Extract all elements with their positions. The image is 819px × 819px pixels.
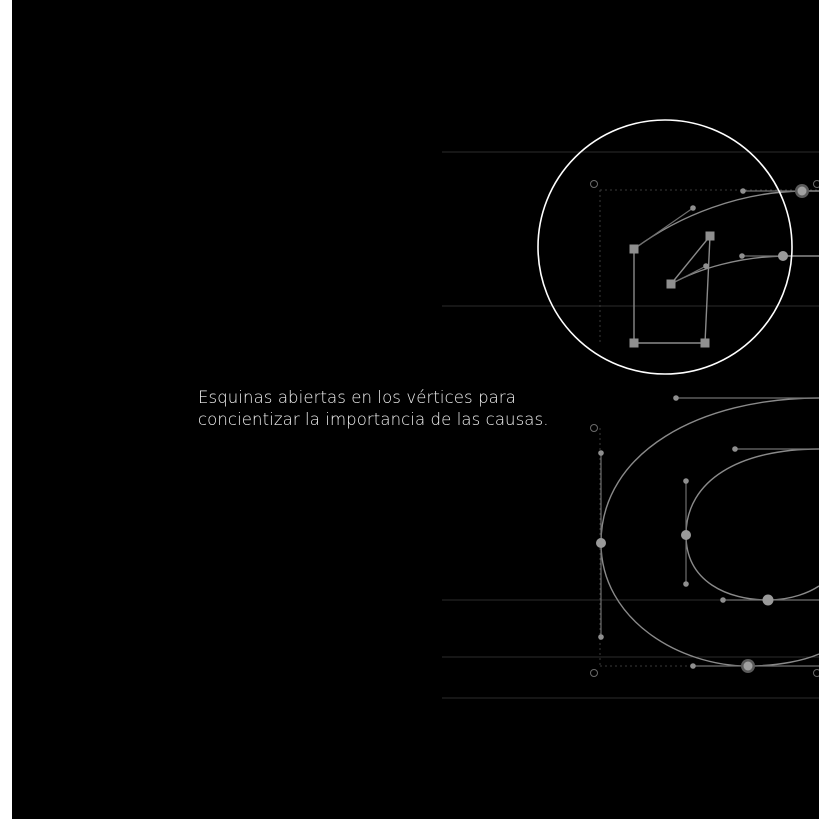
caption-line-2: concientizar la importancia de las causa… [198, 410, 549, 429]
anchor-point [681, 530, 691, 540]
zoom-callout-circle [537, 119, 793, 375]
anchor-point [762, 594, 774, 606]
bowl-anchor-points [596, 530, 774, 673]
handle-point [690, 663, 696, 669]
terminal-corner-points [629, 231, 715, 348]
terminal-handles [633, 190, 802, 285]
inner-counter-curve [685, 448, 819, 601]
handle-line [633, 207, 694, 250]
corner-marker [590, 424, 598, 432]
handle-point [683, 581, 689, 587]
handle-point [720, 597, 726, 603]
terminal-outline [633, 190, 819, 344]
caption-line-1: Esquinas abiertas en los vértices para [198, 388, 516, 407]
handle-line [670, 265, 707, 285]
handle-point [703, 263, 709, 269]
anchor-point [743, 661, 753, 671]
corner-markers [590, 180, 819, 677]
terminal-anchor-points [778, 184, 809, 261]
corner-marker [590, 669, 598, 677]
anchor-point [596, 538, 606, 548]
bowl-handle-points [598, 395, 738, 669]
handle-point [690, 205, 696, 211]
caption-text: Esquinas abiertas en los vértices para c… [198, 387, 549, 431]
handle-point [740, 188, 746, 194]
handle-point [673, 395, 679, 401]
anchor-point [778, 251, 788, 261]
bounding-guides [599, 189, 819, 667]
terminal-stem [633, 233, 711, 344]
outer-bowl [600, 397, 819, 667]
handle-point [739, 253, 745, 259]
corner-point [629, 338, 639, 348]
terminal-inner-curve [670, 255, 819, 285]
corner-point [666, 279, 676, 289]
inner-counter [685, 448, 819, 601]
handle-point [598, 634, 604, 640]
outer-bowl-curve [600, 397, 819, 667]
handle-point [683, 478, 689, 484]
artboard: Esquinas abiertas en los vértices para c… [12, 0, 819, 819]
corner-marker [813, 180, 819, 188]
corner-point [629, 244, 639, 254]
glyph-construction-diagram [442, 119, 819, 699]
corner-marker [590, 180, 598, 188]
corner-marker [813, 669, 819, 677]
handle-point [598, 450, 604, 456]
terminal-handle-points [690, 188, 746, 269]
corner-point [705, 231, 715, 241]
bowl-handles [600, 397, 819, 667]
anchor-point [797, 186, 807, 196]
corner-point [700, 338, 710, 348]
handle-point [732, 446, 738, 452]
